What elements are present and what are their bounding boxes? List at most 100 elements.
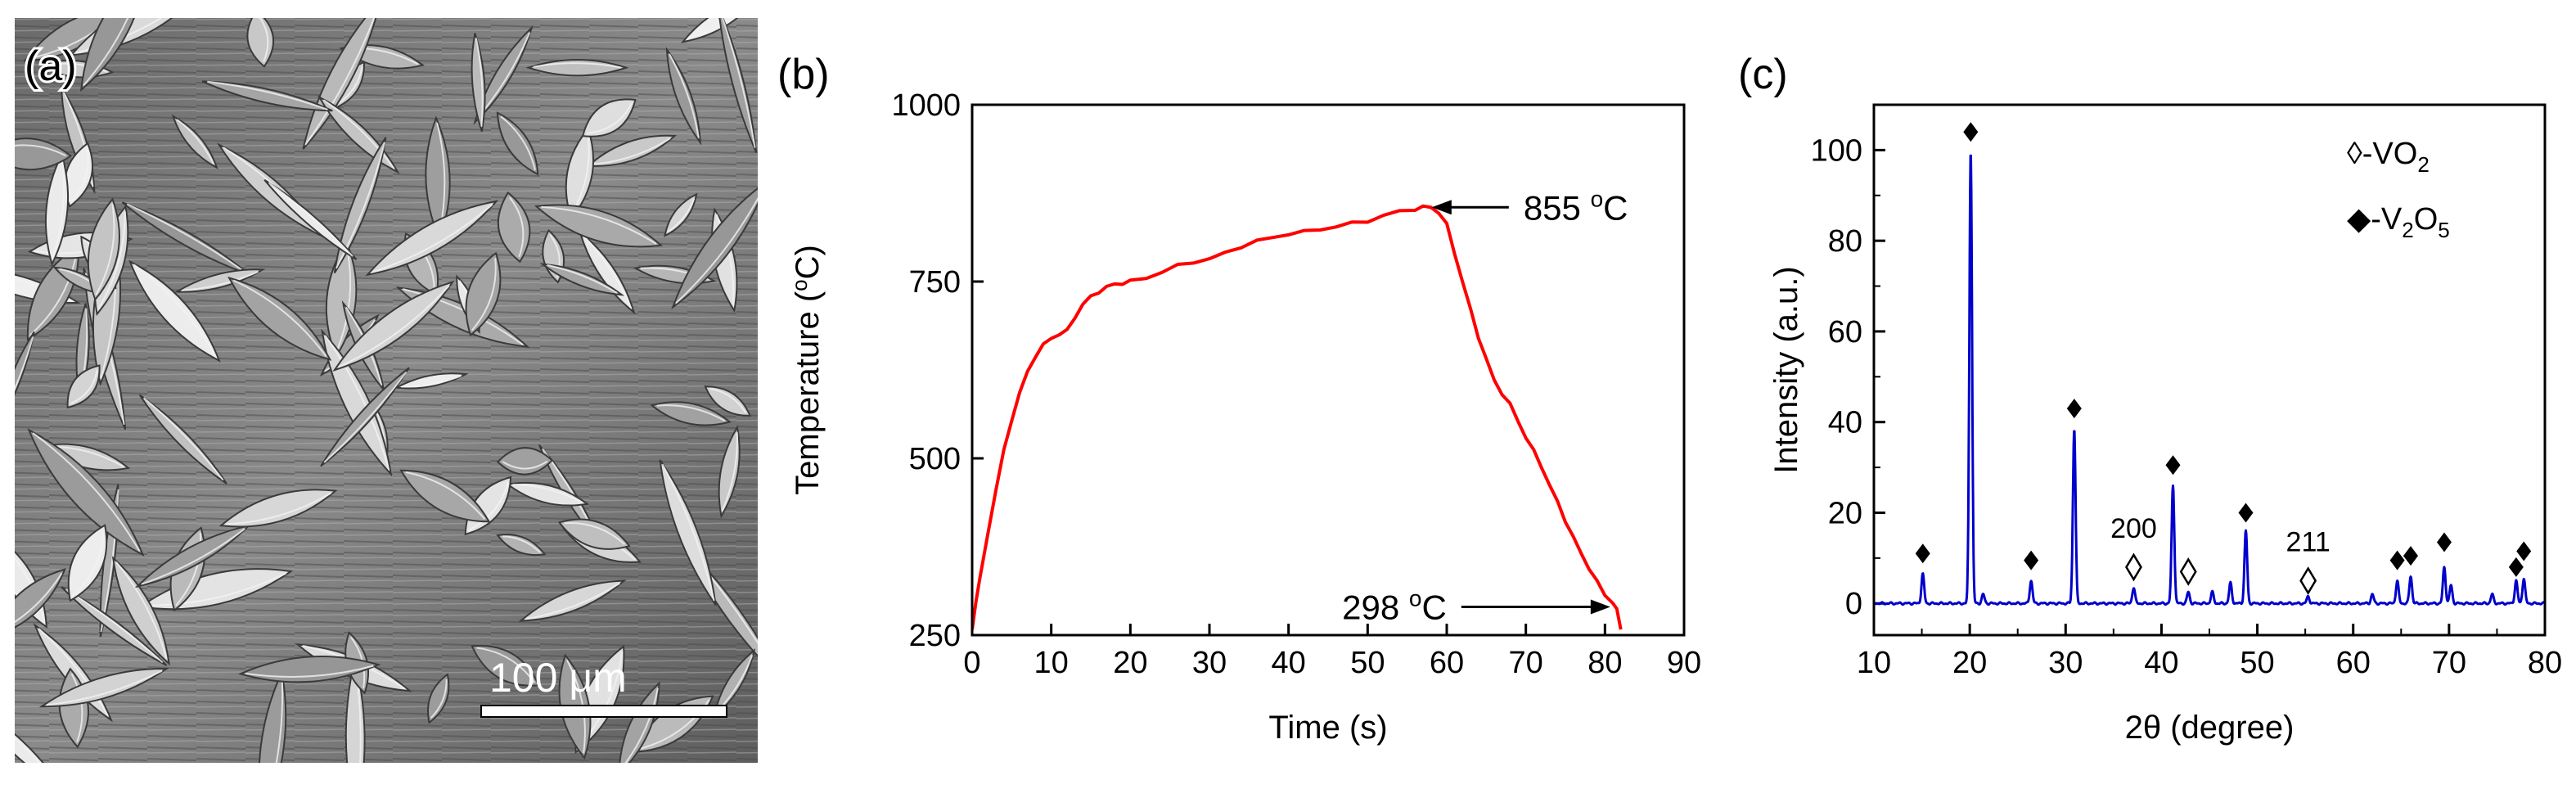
sem-crystal-body xyxy=(717,18,758,153)
sem-crystal-highlight xyxy=(232,279,327,358)
sem-crystal-body xyxy=(365,200,499,277)
sem-crystal-highlight xyxy=(268,182,354,257)
v2o5-marker xyxy=(1915,543,1930,564)
sem-crystal-highlight xyxy=(667,198,696,233)
sem-crystal xyxy=(465,251,502,337)
legend-item-v2o5: ◆-V2O5 xyxy=(2347,202,2450,242)
sem-crystal xyxy=(128,259,221,363)
sem-crystal-body xyxy=(578,229,636,315)
sem-crystal-highlight xyxy=(509,196,525,258)
sem-crystal xyxy=(138,394,227,485)
sem-crystal-highlight xyxy=(38,628,109,717)
xrd-x-axis-title: 2θ (degree) xyxy=(2125,710,2295,746)
sem-crystal-highlight xyxy=(15,144,66,157)
sem-crystal-highlight xyxy=(257,18,269,62)
legend-marker-v2o5: ◆ xyxy=(2347,202,2371,237)
sem-crystal-body xyxy=(44,151,70,267)
sem-crystal-highlight xyxy=(502,460,548,470)
sem-crystal-highlight xyxy=(656,404,726,422)
annotation-arrowhead-peak xyxy=(1431,200,1452,215)
sem-crystal-highlight xyxy=(401,375,462,388)
sem-crystal xyxy=(704,385,752,417)
sem-crystal-body xyxy=(134,524,252,588)
sem-crystal-highlight xyxy=(500,115,536,171)
legend-item-vo2: ◊-VO2 xyxy=(2347,137,2430,177)
v2o5-marker xyxy=(2066,399,2082,419)
xrd-legend: ◊-VO2 ◆-V2O5 xyxy=(2347,137,2450,242)
sem-crystal xyxy=(44,151,70,267)
xrd-x-tick-label: 80 xyxy=(2528,646,2562,680)
sem-crystal-highlight xyxy=(207,80,328,110)
sem-crystal xyxy=(15,138,73,171)
sem-crystal-body xyxy=(399,469,491,523)
sem-crystal xyxy=(471,33,486,133)
sem-crystal-highlight xyxy=(471,258,497,331)
sem-crystal-body xyxy=(128,259,221,363)
xrd-x-tick-label: 30 xyxy=(2048,646,2083,680)
temperature-x-tick-label: 50 xyxy=(1350,646,1385,680)
sem-crystal xyxy=(671,178,758,310)
sem-crystal xyxy=(332,280,455,372)
sem-crystal xyxy=(581,98,637,138)
xrd-y-tick-label: 20 xyxy=(1828,496,1862,530)
sem-crystal-body xyxy=(427,673,450,724)
sem-crystal xyxy=(399,469,491,523)
scale-bar xyxy=(480,705,727,718)
sem-crystal-body xyxy=(332,280,455,372)
peak-label-200: 200 xyxy=(2110,513,2157,544)
sem-crystal xyxy=(66,364,101,409)
temperature-y-tick-label: 500 xyxy=(909,442,961,476)
sem-crystal xyxy=(134,524,252,588)
sem-crystal-highlight xyxy=(661,463,715,602)
temperature-x-tick-label: 80 xyxy=(1587,646,1622,680)
sem-crystal xyxy=(557,518,631,550)
sem-crystal xyxy=(320,367,410,467)
sem-crystal-body xyxy=(67,524,108,602)
sem-crystal xyxy=(237,656,381,683)
annotation-final-temperature: 298 oC xyxy=(1342,585,1447,626)
temperature-plot-frame xyxy=(971,103,1686,637)
sem-crystal-highlight xyxy=(525,582,620,620)
sem-crystal-body xyxy=(665,47,702,146)
vo2-marker xyxy=(2179,557,2197,586)
sem-crystal xyxy=(171,115,218,169)
panel-label-c: (c) xyxy=(1738,51,1788,98)
xrd-plot-frame xyxy=(1872,103,2547,637)
sem-crystal-highlight xyxy=(70,673,83,742)
xrd-y-tick-label: 100 xyxy=(1811,133,1862,168)
v2o5-marker xyxy=(2238,503,2254,523)
sem-crystal-highlight xyxy=(15,706,61,763)
sem-crystal xyxy=(15,568,66,639)
xrd-y-tick-label: 0 xyxy=(1845,587,1862,621)
sem-crystal xyxy=(227,276,332,361)
sem-crystal-highlight xyxy=(620,688,659,763)
legend-marker-vo2: ◊ xyxy=(2347,137,2362,171)
sem-crystal xyxy=(664,192,698,237)
temperature-series-line xyxy=(972,204,1623,630)
sem-crystal-highlight xyxy=(143,397,224,481)
sem-crystal-highlight xyxy=(175,532,202,606)
sem-crystal-highlight xyxy=(70,369,98,405)
temperature-x-tick-label: 10 xyxy=(1034,646,1069,680)
sem-crystal-body xyxy=(227,276,332,361)
sem-crystal xyxy=(427,673,450,724)
sem-crystal-highlight xyxy=(182,270,259,291)
sem-crystal-highlight xyxy=(70,147,89,203)
sem-crystal-highlight xyxy=(133,264,217,358)
panel-label-b: (b) xyxy=(777,51,830,98)
sem-crystal-highlight xyxy=(71,530,105,597)
sem-crystal-highlight xyxy=(115,561,168,660)
sem-crystal xyxy=(505,481,590,507)
sem-crystal-highlight xyxy=(502,535,541,553)
v2o5-marker xyxy=(2403,546,2418,566)
sem-crystal xyxy=(464,476,512,536)
sem-crystal xyxy=(518,579,627,622)
sem-crystal-body xyxy=(704,385,752,417)
sem-crystal-highlight xyxy=(336,246,352,352)
sem-crystal xyxy=(15,331,35,431)
sem-crystal xyxy=(27,428,145,557)
sem-crystal xyxy=(718,425,741,519)
sem-crystal xyxy=(365,200,499,277)
